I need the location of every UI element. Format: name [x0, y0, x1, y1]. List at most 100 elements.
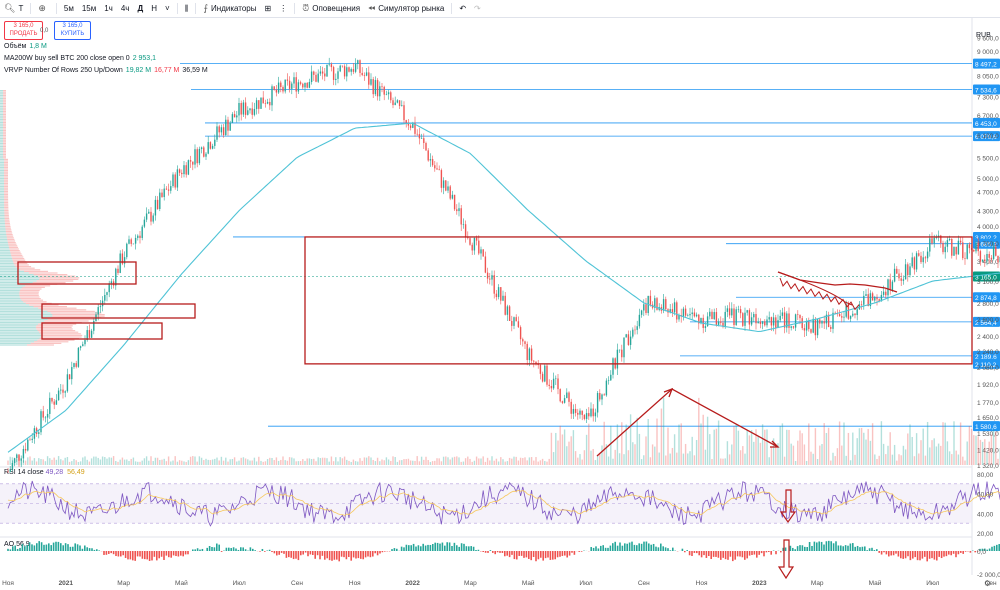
compare-button[interactable]: ⊕ [34, 0, 53, 17]
timeframe-1d[interactable]: Д [133, 0, 147, 17]
alerts-button[interactable]: ⏰︎ Оповещения [298, 0, 364, 17]
ao-legend-label: AO [4, 541, 15, 548]
vrvp-legend[interactable]: VRVP Number Of Rows 250 Up/Down 19,82 M 16… [4, 67, 208, 74]
timeframe-1h[interactable]: 1ч [100, 0, 117, 17]
candle-body [438, 169, 440, 171]
candle-body [911, 257, 913, 267]
timeframe-5m[interactable]: 5м [60, 0, 78, 17]
sell-price: 3 165,0 [13, 23, 34, 29]
vp-row-up [0, 136, 3, 138]
vp-row-up [0, 106, 3, 108]
symbol-search-button[interactable]: 🔍︎ T [0, 0, 27, 17]
volume-bar [700, 423, 702, 465]
candle-body [308, 82, 311, 88]
vp-row-down [35, 326, 72, 328]
ao-bar [741, 551, 744, 558]
candle-body [302, 83, 304, 88]
ao-bar [940, 551, 943, 559]
volume-bar [612, 458, 614, 465]
vp-row-down [19, 290, 40, 292]
ao-bar [621, 545, 624, 551]
candle-body [251, 108, 253, 115]
candle-body [385, 94, 388, 95]
candle-body [282, 87, 284, 92]
buy-button[interactable]: 3 165,0 КУПИТЬ [54, 21, 91, 40]
ao-bar [684, 551, 686, 553]
volume-bar [627, 450, 630, 465]
vp-row-up [0, 256, 12, 258]
candle-body [537, 364, 539, 366]
ao-bar [652, 543, 655, 551]
candle-body [942, 242, 944, 253]
volume-bar [442, 456, 445, 465]
x-tick-label: Ноя [696, 580, 708, 587]
undo-button[interactable]: ↶ [455, 0, 470, 17]
volume-legend[interactable]: Объём 1,8 M [4, 43, 47, 50]
rsi-legend[interactable]: RSI 14 close 49,28 56,49 [4, 469, 85, 476]
vp-row-up [0, 291, 20, 293]
replay-button[interactable]: ⏪︎ Симулятор рынка [364, 0, 448, 17]
sell-button[interactable]: 3 165,0 ПРОДАТЬ [4, 21, 43, 40]
timeframe-dropdown[interactable]: ˅ [161, 0, 174, 17]
ao-bar [619, 542, 621, 551]
timeframe-4h[interactable]: 4ч [117, 0, 134, 17]
ao-bar [552, 551, 554, 560]
more-button[interactable]: ⋮ [275, 0, 291, 17]
volume-bar [548, 458, 550, 465]
indicators-button[interactable]: ⨍ Индикаторы [199, 0, 260, 17]
ao-bar [475, 549, 477, 551]
candle-body [515, 317, 517, 322]
volume-bar [453, 456, 456, 465]
volume-bar [134, 461, 137, 465]
candle-body [44, 417, 47, 419]
ao-bar [513, 551, 516, 560]
volume-bar [467, 456, 469, 465]
ao-bar [453, 542, 456, 551]
ao-bar [232, 547, 235, 551]
candle-body [647, 295, 649, 314]
ao-bar [657, 547, 660, 551]
timeframe-15m[interactable]: 15м [78, 0, 100, 17]
ao-bar [36, 543, 38, 551]
candle-body [684, 308, 687, 316]
volume-bar [194, 456, 196, 465]
vp-row-down [3, 130, 6, 132]
candle-body [909, 266, 911, 276]
volume-bar [632, 442, 634, 465]
vp-row-up [0, 96, 3, 98]
candle-body [271, 86, 273, 106]
volume-bar [95, 456, 97, 465]
vp-row-down [20, 269, 41, 271]
candle-body [209, 142, 212, 149]
ao-bar [362, 551, 364, 560]
vp-row-down [4, 218, 10, 220]
candle-body [858, 304, 861, 310]
volume-bar [766, 429, 768, 465]
vp-row-up [0, 202, 5, 204]
ao-bar [38, 541, 40, 551]
vp-row-down [3, 138, 6, 140]
templates-button[interactable]: ⊞ [261, 0, 276, 17]
candle-body [442, 180, 445, 188]
candle-body [759, 321, 762, 324]
vp-row-up [0, 290, 20, 292]
ao-bar [729, 551, 732, 557]
y-tick-label: 1 530,0 [977, 431, 999, 438]
volume-bar [874, 454, 876, 465]
chart-type-button[interactable]: ⫼ [181, 0, 193, 17]
volume-bar [937, 443, 940, 465]
redo-button[interactable]: ↷ [470, 0, 485, 17]
ao-bar [943, 551, 945, 557]
volume-bar [62, 460, 64, 465]
ao-bar [852, 543, 854, 551]
rsi-legend-label: RSI 14 close [4, 469, 44, 476]
volume-bar [229, 459, 231, 465]
timeframe-1w[interactable]: Н [147, 0, 161, 17]
ao-bar [981, 548, 984, 551]
vp-row-up [0, 192, 5, 194]
ao-legend[interactable]: AO 56,9 [4, 541, 30, 548]
volume-bar [29, 456, 31, 465]
volume-bar [401, 460, 403, 465]
